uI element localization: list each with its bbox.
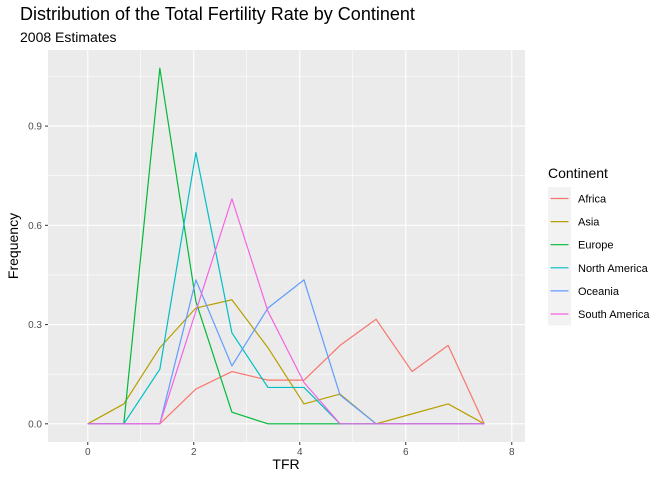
y-tick-label: 0.0 xyxy=(28,419,42,430)
chart-title: Distribution of the Total Fertility Rate… xyxy=(20,4,415,24)
x-tick-label: 0 xyxy=(85,447,91,458)
legend-label-north-america: North America xyxy=(578,263,649,275)
series-lines xyxy=(87,67,485,425)
x-tick-label: 4 xyxy=(297,447,303,458)
plot-panel xyxy=(48,50,525,442)
legend-title: Continent xyxy=(548,165,608,181)
x-axis-title: TFR xyxy=(272,456,299,472)
y-axis-title: Frequency xyxy=(5,213,21,279)
y-tick-label: 0.6 xyxy=(28,221,42,232)
chart-subtitle: 2008 Estimates xyxy=(20,29,117,45)
x-tick-label: 6 xyxy=(403,447,409,458)
x-axis-ticks: 0 2 4 6 8 xyxy=(85,442,515,458)
legend: Africa Asia Europe North America Oceania Sout… xyxy=(548,187,650,326)
series-line-south-america xyxy=(87,198,485,425)
y-tick-label: 0.9 xyxy=(28,122,42,133)
legend-label-oceania: Oceania xyxy=(578,286,620,298)
y-axis-ticks: 0.0 0.3 0.6 0.9 xyxy=(28,122,48,430)
x-tick-label: 2 xyxy=(191,447,197,458)
legend-label-africa: Africa xyxy=(578,194,607,206)
legend-label-asia: Asia xyxy=(578,217,600,229)
y-tick-label: 0.3 xyxy=(28,320,42,331)
minor-gridlines xyxy=(48,50,525,442)
x-tick-label: 8 xyxy=(509,447,515,458)
legend-label-south-america: South America xyxy=(578,309,650,321)
series-line-asia xyxy=(87,299,485,425)
legend-label-europe: Europe xyxy=(578,240,613,252)
